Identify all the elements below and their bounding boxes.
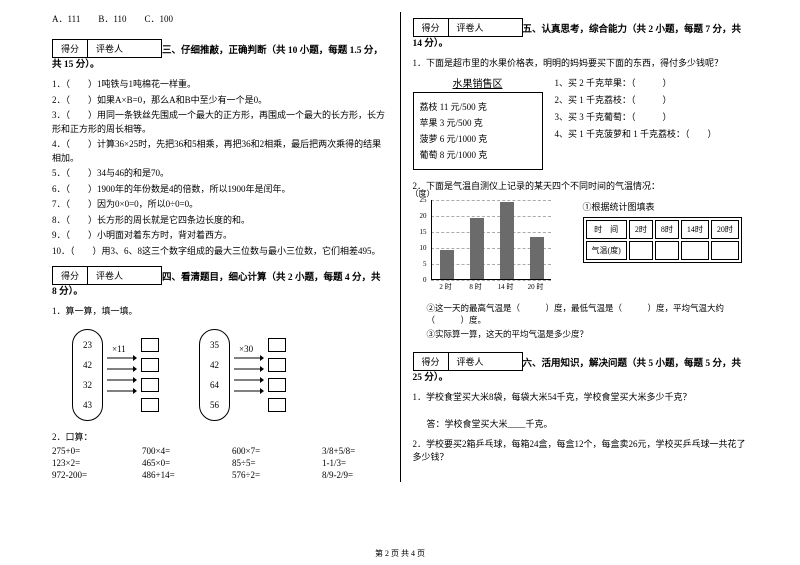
page-footer: 第 2 页 共 4 页 [0, 548, 800, 559]
temp-bar-chart: （度） 05101520252 时8 时14 时20 时 [413, 200, 563, 296]
fruit-table: 荔枝 11 元/500 克 苹果 3 元/500 克 菠萝 6 元/1000 克… [413, 92, 543, 171]
chart-sub3: ③实际算一算，这天的平均气温是多少度？ [427, 328, 749, 340]
oral-title: 2．口算： [52, 431, 388, 445]
right-oval: 3542 6456 [199, 329, 230, 421]
time-table-wrap: ①根据统计图填表 时 间2时8时14时20时 气温(度) [583, 200, 742, 296]
judge-list: 1．（ ）1吨铁与1吨棉花一样重。 2．（ ）如果A×B=0，那么A和B中至少有… [52, 78, 388, 258]
apply-q2: 2．学校要买2箱乒乓球，每箱24盒，每盒12个，每盒卖26元，学校买乒乓球一共花… [413, 438, 749, 465]
time-table: 时 间2时8时14时20时 气温(度) [583, 217, 742, 263]
fruit-q: 1．下面是超市里的水果价格表，明明的妈妈要买下面的东西，得付多少钱呢？ [413, 57, 749, 71]
calc-diagram: 2342 3243 ×11 3542 6456 ×30 [72, 329, 388, 421]
chart-q: 2．下面是气温自测仪上记录的某天四个不同时间的气温情况： [413, 180, 749, 194]
apply-q1: 1．学校食堂买大米8袋，每袋大米54千克，学校食堂买大米多少千克？ [413, 391, 749, 405]
fruit-title: 水果销售区 [413, 75, 543, 90]
fruit-questions: 1、买 2 千克苹果：（ ） 2、买 1 千克荔枝：（ ） 3、买 3 千克葡萄… [555, 75, 749, 171]
apply-a1: 答：学校食堂买大米____千克。 [427, 418, 749, 432]
oral-rows: 275+0=700×4=600×7=3/8+5/8= 123×2=465×0=8… [52, 446, 388, 480]
calc-q1: 1．算一算，填一填。 [52, 305, 388, 319]
left-oval: 2342 3243 [72, 329, 103, 421]
mc-options: A．111 B．110 C．100 [52, 12, 388, 25]
